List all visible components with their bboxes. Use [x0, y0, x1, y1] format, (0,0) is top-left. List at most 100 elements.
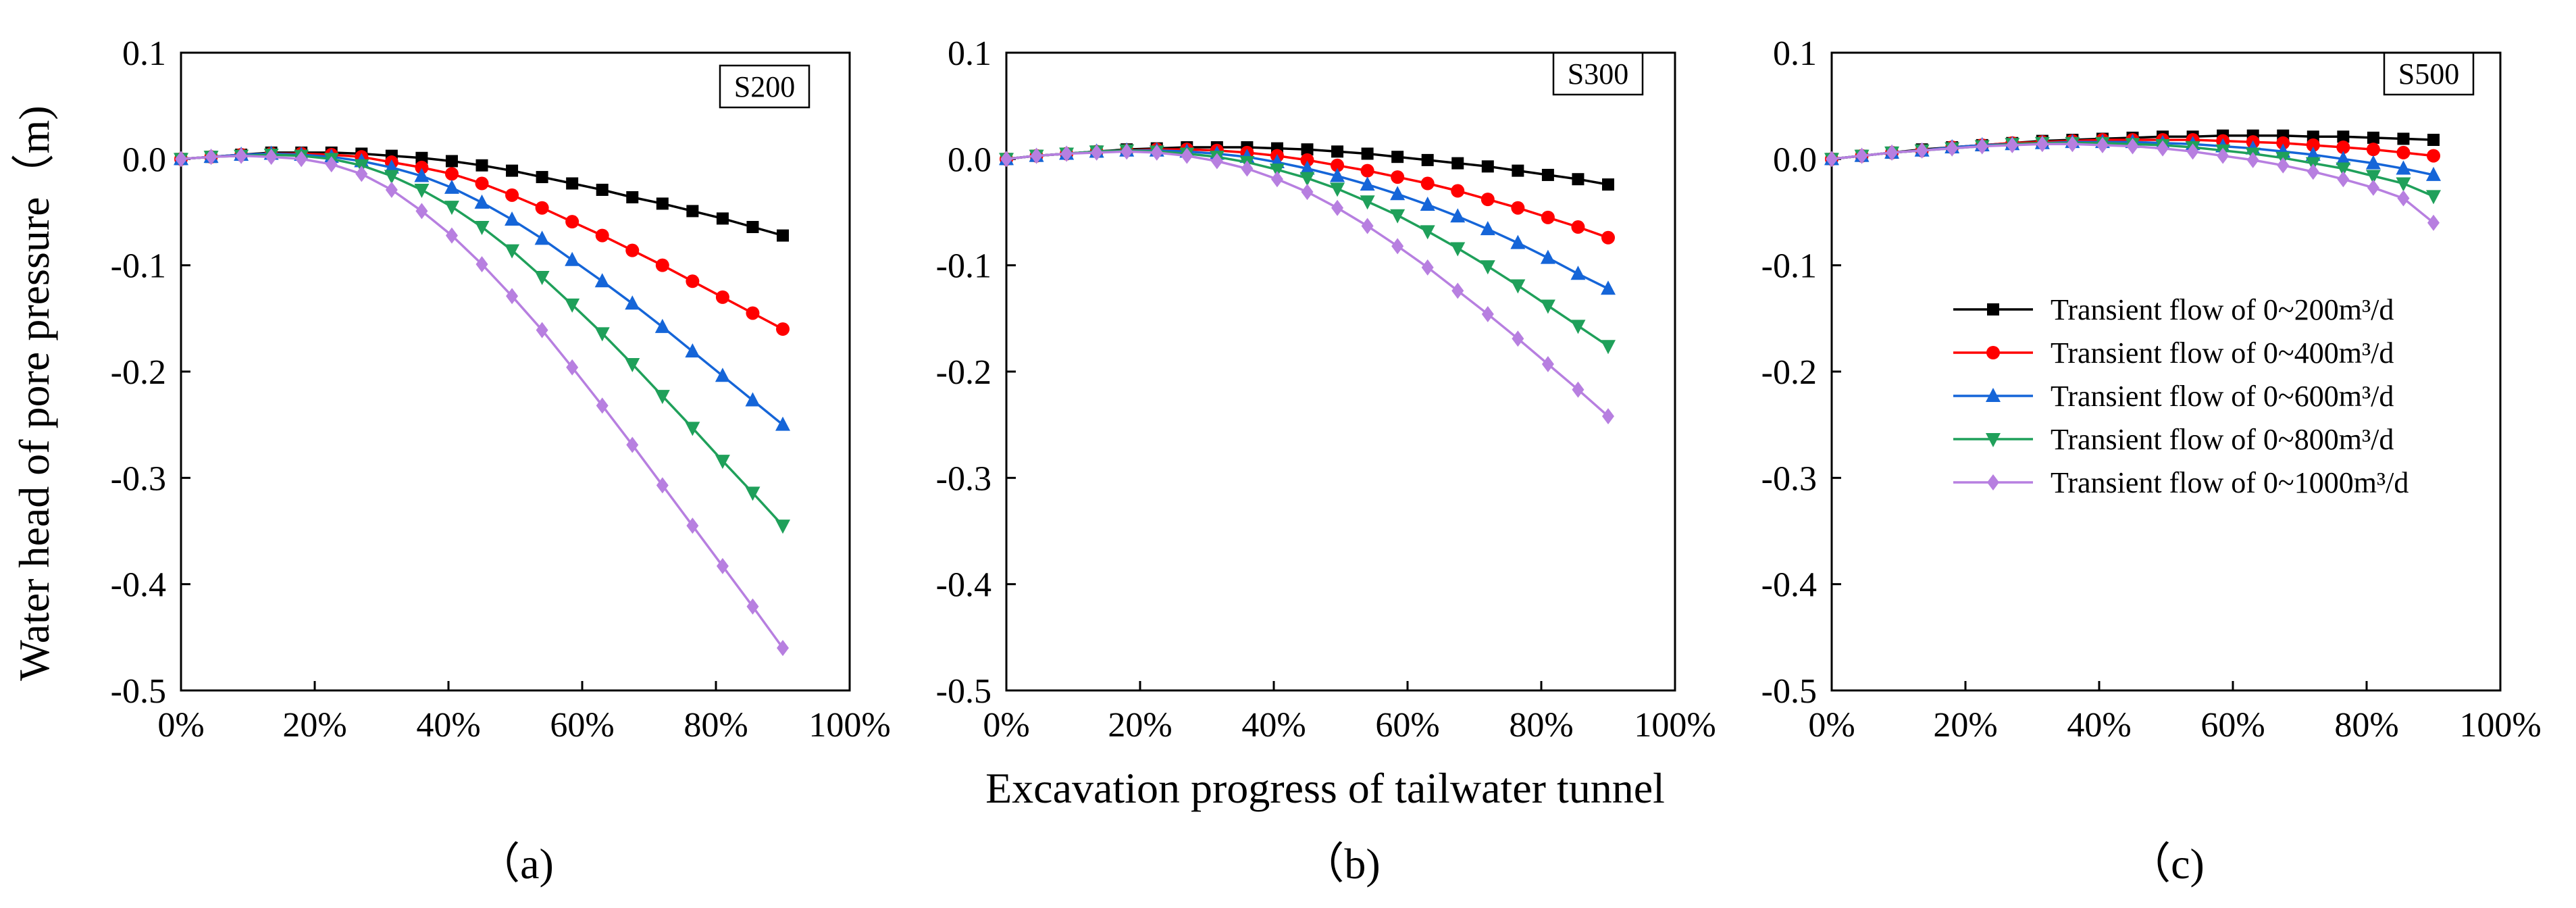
legend-marker	[1987, 474, 1999, 490]
data-point	[1390, 186, 1406, 201]
y-tick-label: 0.1	[122, 34, 166, 73]
panel-caption: （c)	[2128, 840, 2205, 888]
data-point	[566, 177, 579, 190]
data-point	[2427, 134, 2440, 147]
data-point	[1030, 147, 1043, 164]
chart-panel-b: 0.1 0.0 -0.1 -0.2 -0.3 -0.4 -0.50% 20% 40% 60% 80%…	[936, 34, 1716, 888]
data-point	[325, 156, 338, 173]
y-tick-label: -0.3	[936, 459, 991, 498]
data-point	[1601, 340, 1616, 355]
data-point	[596, 397, 609, 414]
y-tick-label: -0.4	[111, 566, 166, 605]
y-tick-label: -0.2	[1761, 353, 1817, 392]
y-tick-label: 0.0	[948, 141, 991, 179]
data-point	[746, 306, 760, 320]
legend-marker	[1986, 346, 2000, 359]
x-tick-label: 20%	[1933, 706, 1997, 745]
y-tick-label: 0.1	[948, 34, 991, 73]
data-point	[1090, 144, 1103, 161]
data-point	[2006, 136, 2019, 153]
data-point	[746, 221, 759, 234]
data-point	[2157, 140, 2169, 157]
legend-marker	[1987, 303, 1999, 316]
data-point	[1511, 201, 1525, 215]
y-tick-label: -0.2	[936, 353, 991, 392]
y-axis-title: Water head of pore pressure（m)	[10, 105, 58, 680]
data-point	[1420, 196, 1435, 211]
data-point	[2337, 130, 2350, 143]
data-point	[1420, 176, 1435, 191]
data-point	[2066, 136, 2079, 153]
data-point	[625, 243, 640, 257]
data-point	[295, 151, 308, 168]
x-tick-label: 40%	[2067, 706, 2131, 745]
data-point	[626, 436, 639, 453]
panel-tag-box	[2383, 51, 2475, 96]
data-point	[1181, 147, 1193, 164]
data-point	[1390, 209, 1406, 224]
data-point	[1360, 163, 1374, 178]
data-point	[1331, 158, 1345, 172]
data-point	[1541, 355, 1554, 372]
data-point	[536, 171, 548, 184]
data-point	[2276, 136, 2290, 150]
x-tick-label: 100%	[1634, 706, 1716, 745]
data-point	[1241, 160, 1254, 177]
data-point	[445, 155, 458, 168]
data-point	[506, 288, 519, 305]
data-point	[596, 183, 609, 196]
data-point	[1512, 330, 1524, 347]
data-point	[1601, 280, 1616, 295]
legend-item: Transient flow of 0~1000m³/d	[1953, 466, 2408, 499]
data-point	[2367, 131, 2379, 144]
data-point	[535, 201, 549, 215]
x-tick-label: 0%	[983, 706, 1029, 745]
data-point	[205, 149, 217, 166]
data-point	[2365, 155, 2381, 170]
data-point	[536, 322, 548, 338]
data-point	[1060, 145, 1073, 162]
x-tick-label: 60%	[2200, 706, 2265, 745]
legend-marker	[1986, 433, 2001, 447]
data-point	[685, 343, 700, 358]
x-tick-label: 100%	[2459, 706, 2541, 745]
data-point	[1451, 282, 1464, 299]
data-point	[1299, 172, 1315, 186]
data-point	[1570, 266, 1586, 280]
data-point	[1510, 234, 1526, 249]
x-axis-title: Excavation progress of tailwater tunnel	[985, 764, 1665, 812]
data-point	[2217, 147, 2230, 164]
x-tick-label: 40%	[1241, 706, 1306, 745]
x-tick-label: 60%	[1375, 706, 1439, 745]
chart-panel-c: 0.1 0.0 -0.1 -0.2 -0.3 -0.4 -0.50% 20% 40% 60% 80%…	[1761, 34, 2542, 888]
legend-label: Transient flow of 0~400m³/d	[2051, 336, 2394, 370]
data-point	[505, 244, 520, 259]
data-point	[745, 392, 761, 407]
data-point	[1330, 182, 1345, 197]
data-point	[565, 251, 580, 266]
data-point	[445, 227, 458, 244]
data-point	[625, 357, 640, 372]
data-point	[474, 194, 490, 209]
data-point	[716, 557, 729, 574]
data-point	[534, 270, 550, 285]
data-point	[235, 147, 248, 164]
x-tick-label: 60%	[550, 706, 614, 745]
data-point	[686, 518, 699, 534]
y-tick-label: -0.3	[111, 459, 166, 498]
panel-tag-box	[719, 64, 810, 109]
data-point	[444, 167, 459, 181]
data-point	[1360, 195, 1375, 210]
data-point	[686, 205, 699, 218]
data-point	[415, 151, 428, 164]
data-point	[685, 422, 700, 436]
x-tick-label: 100%	[808, 706, 890, 745]
y-tick-label: -0.5	[111, 672, 166, 711]
y-tick-label: -0.1	[1761, 247, 1817, 286]
data-point	[265, 149, 278, 166]
chart-panel-a: 0.1 0.0 -0.1 -0.2 -0.3 -0.4 -0.50% 20% 40% 60% 80%…	[111, 34, 891, 888]
legend: Transient flow of 0~200m³/d Transient flo…	[1953, 293, 2408, 499]
data-point	[1601, 230, 1615, 245]
data-point	[716, 212, 729, 225]
data-point	[1000, 151, 1012, 168]
